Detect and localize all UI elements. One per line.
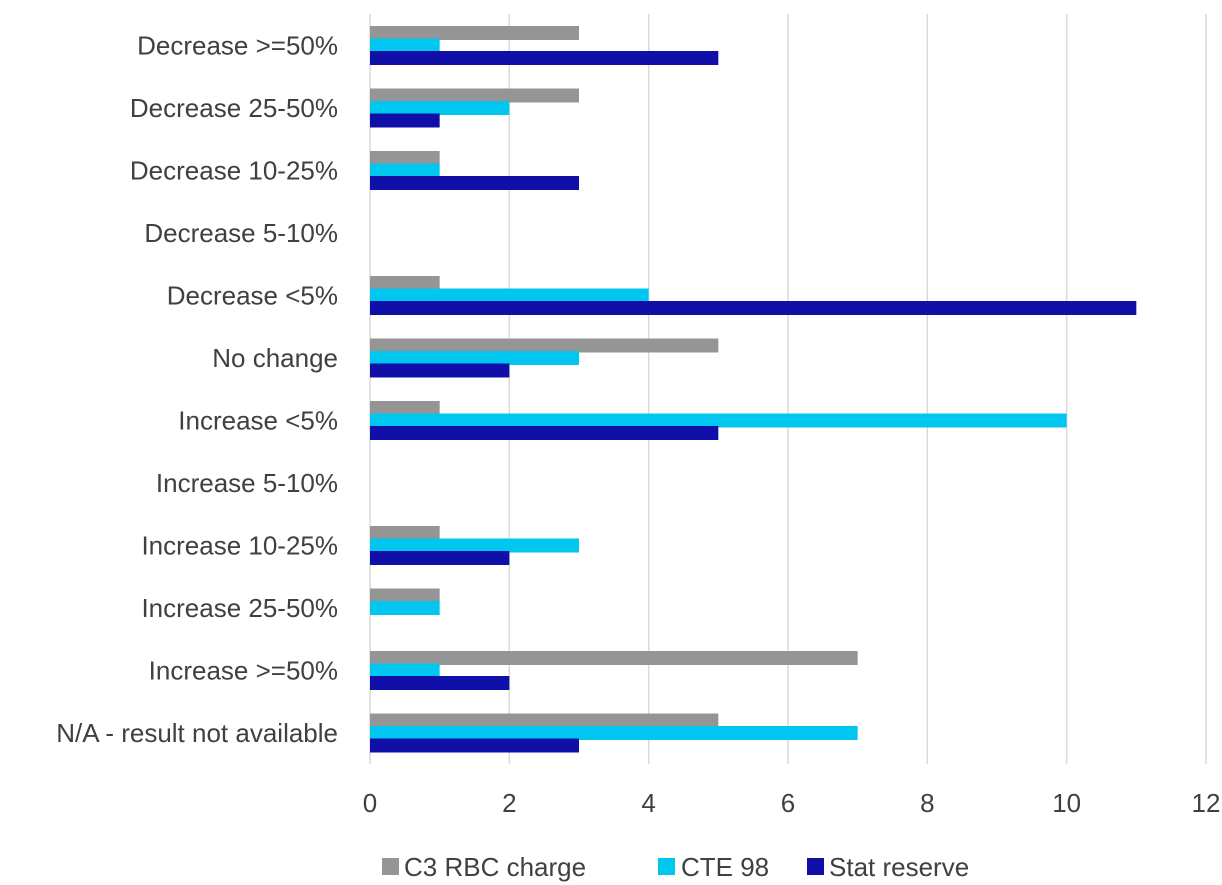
bar	[370, 363, 510, 378]
bar	[370, 551, 510, 565]
bar	[370, 601, 440, 615]
category-label: Increase 10-25%	[141, 530, 338, 560]
legend-swatch	[807, 858, 824, 875]
bar	[370, 526, 440, 540]
x-axis-tick-labels: 0 2 4 6 8 10 12	[363, 788, 1221, 818]
category-label: Decrease 25-50%	[130, 93, 338, 123]
x-tick-label: 12	[1192, 788, 1221, 818]
bar	[370, 713, 719, 728]
bar	[370, 101, 510, 115]
category-label: Decrease 10-25%	[130, 155, 338, 185]
x-tick-label: 8	[920, 788, 934, 818]
bar	[370, 288, 649, 303]
category-label: Decrease <5%	[167, 280, 338, 310]
legend-label: Stat reserve	[829, 852, 969, 882]
legend-swatch	[382, 858, 399, 875]
bar	[370, 176, 579, 190]
bar	[370, 163, 440, 178]
grid-layer	[369, 14, 1207, 764]
bar	[370, 26, 579, 40]
category-labels: Decrease >=50% Decrease 25-50% Decrease 10…	[56, 30, 338, 748]
bar	[370, 301, 1137, 315]
bar	[370, 401, 440, 415]
legend-item: Stat reserve	[807, 852, 969, 882]
x-tick-label: 0	[363, 788, 377, 818]
legend-item: C3 RBC charge	[382, 852, 586, 882]
category-label: Increase >=50%	[149, 655, 338, 685]
bar	[370, 538, 579, 553]
bar	[370, 276, 440, 290]
bar	[370, 151, 440, 165]
category-label: Decrease 5-10%	[144, 218, 338, 248]
bar	[370, 588, 440, 603]
bar	[370, 51, 719, 65]
category-label: N/A - result not available	[56, 718, 338, 748]
legend-label: C3 RBC charge	[404, 852, 586, 882]
bar	[370, 413, 1067, 428]
category-label: Increase <5%	[178, 405, 338, 435]
bar	[370, 426, 719, 440]
bar	[370, 663, 440, 678]
x-tick-label: 6	[781, 788, 795, 818]
bar	[370, 651, 858, 665]
category-label: Increase 5-10%	[156, 468, 338, 498]
bar	[370, 351, 579, 365]
legend-swatch	[658, 858, 675, 875]
legend: C3 RBC charge CTE 98 Stat reserve	[382, 852, 969, 882]
bar	[370, 338, 719, 353]
bar-layer	[370, 26, 1137, 753]
bar	[370, 738, 579, 753]
x-tick-label: 2	[502, 788, 516, 818]
x-tick-label: 10	[1052, 788, 1081, 818]
bar	[370, 38, 440, 53]
category-label: Decrease >=50%	[137, 30, 338, 60]
bar	[370, 88, 579, 103]
x-tick-label: 4	[641, 788, 655, 818]
bar	[370, 113, 440, 128]
legend-item: CTE 98	[658, 852, 769, 882]
legend-label: CTE 98	[681, 852, 769, 882]
bar	[370, 676, 510, 690]
bar	[370, 726, 858, 740]
category-label: No change	[212, 343, 338, 373]
category-label: Increase 25-50%	[141, 593, 338, 623]
